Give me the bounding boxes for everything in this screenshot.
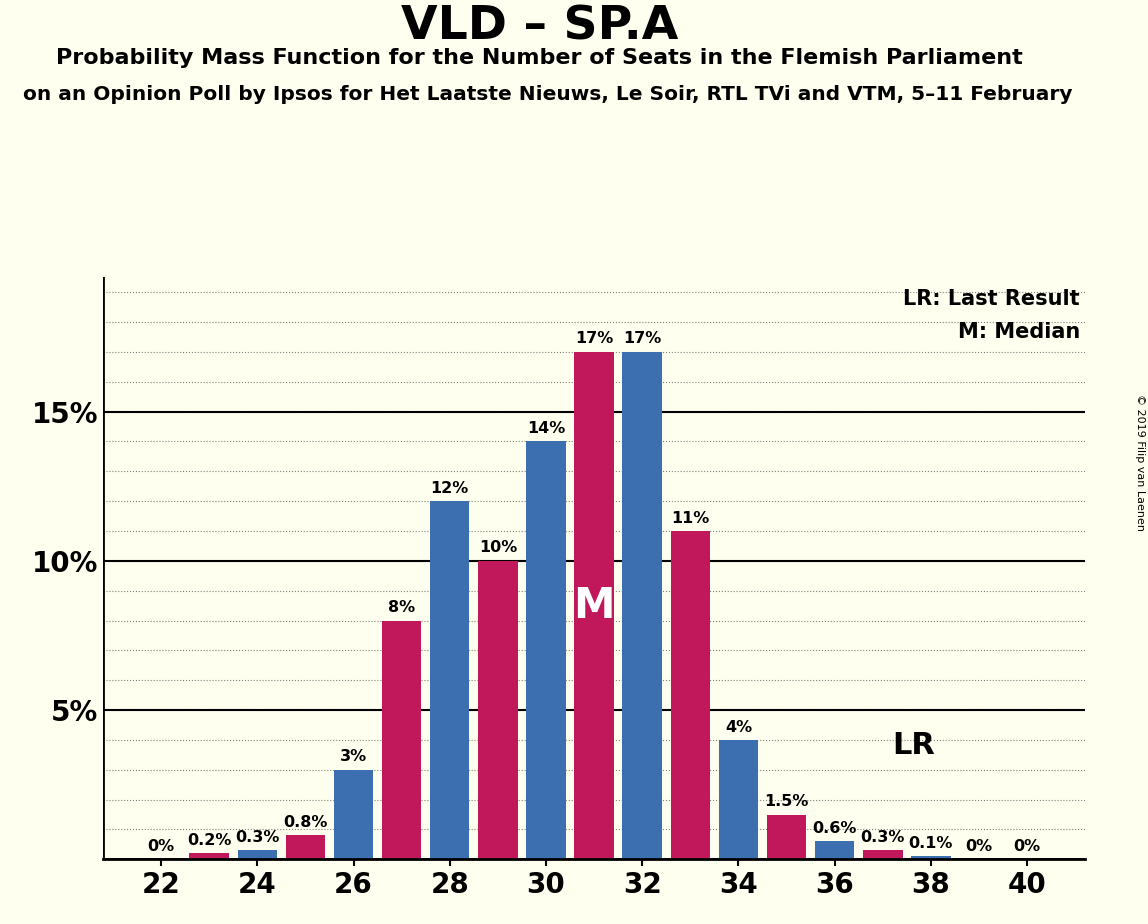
Text: 3%: 3%: [340, 749, 367, 764]
Bar: [622, 352, 662, 859]
Text: 14%: 14%: [527, 421, 565, 436]
Bar: [189, 854, 228, 859]
Text: 0%: 0%: [147, 839, 174, 854]
Bar: [430, 501, 470, 859]
Text: M: M: [573, 585, 615, 626]
Text: 0.6%: 0.6%: [813, 821, 856, 836]
Text: 0%: 0%: [1014, 839, 1041, 854]
Bar: [478, 561, 518, 859]
Text: 11%: 11%: [672, 511, 709, 526]
Bar: [863, 850, 902, 859]
Text: LR: LR: [892, 732, 936, 760]
Text: 12%: 12%: [430, 480, 468, 495]
Text: 0.1%: 0.1%: [909, 836, 953, 851]
Text: 17%: 17%: [575, 332, 613, 346]
Bar: [286, 835, 325, 859]
Text: 8%: 8%: [388, 600, 416, 615]
Text: 0%: 0%: [965, 839, 993, 854]
Bar: [238, 850, 277, 859]
Text: Probability Mass Function for the Number of Seats in the Flemish Parliament: Probability Mass Function for the Number…: [56, 48, 1023, 68]
Bar: [574, 352, 614, 859]
Text: M: Median: M: Median: [957, 322, 1080, 342]
Bar: [526, 442, 566, 859]
Bar: [334, 770, 373, 859]
Text: 4%: 4%: [724, 720, 752, 735]
Bar: [719, 740, 758, 859]
Text: 0.2%: 0.2%: [187, 833, 232, 848]
Text: LR: Last Result: LR: Last Result: [903, 289, 1080, 310]
Text: 10%: 10%: [479, 541, 517, 555]
Bar: [670, 531, 711, 859]
Bar: [912, 857, 951, 859]
Text: 0.8%: 0.8%: [284, 815, 327, 830]
Text: on an Opinion Poll by Ipsos for Het Laatste Nieuws, Le Soir, RTL TVi and VTM, 5–: on an Opinion Poll by Ipsos for Het Laat…: [23, 85, 1072, 104]
Text: © 2019 Filip van Laenen: © 2019 Filip van Laenen: [1135, 394, 1145, 530]
Bar: [382, 621, 421, 859]
Text: 0.3%: 0.3%: [235, 830, 279, 845]
Bar: [815, 842, 854, 859]
Bar: [767, 815, 806, 859]
Text: 17%: 17%: [623, 332, 661, 346]
Text: 1.5%: 1.5%: [765, 794, 808, 809]
Text: 0.3%: 0.3%: [861, 830, 905, 845]
Text: VLD – SP.A: VLD – SP.A: [401, 5, 678, 50]
